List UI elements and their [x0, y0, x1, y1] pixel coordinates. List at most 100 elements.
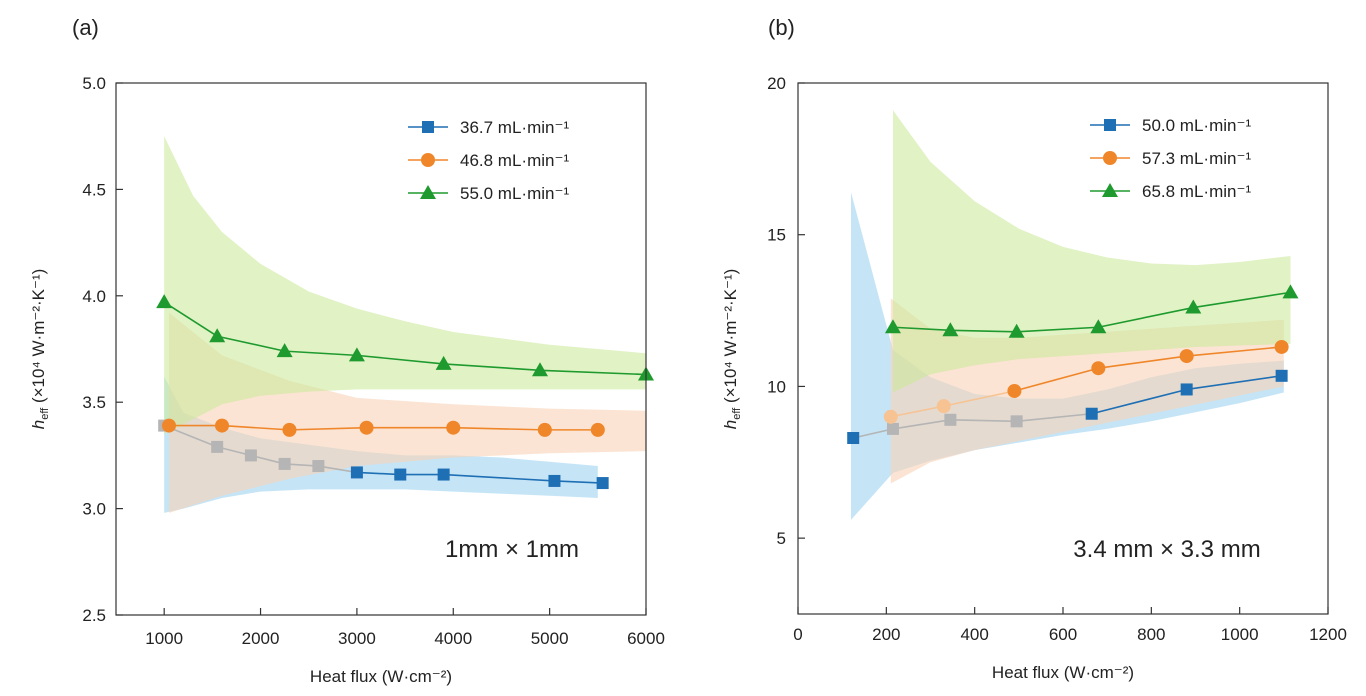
panel-b-series-1-point-2 — [886, 422, 899, 435]
panel-a-series-2-point-1 — [162, 418, 176, 433]
panel-b-y-axis-label-main: h — [721, 420, 740, 429]
panel-a-legend: 36.7 mL·min⁻¹ 46.8 mL·min⁻¹ 55.0 mL·min⁻¹ — [408, 118, 569, 203]
panel-b-markers — [847, 284, 1299, 445]
panel-b-series-3-line-segment — [1016, 326, 1099, 333]
panel-b-series-3-point-4 — [1090, 319, 1107, 334]
panel-b-x-tick-label: 800 — [1137, 625, 1165, 644]
panel-b-x-tick-label: 400 — [960, 625, 988, 644]
panel-a-series-1-point-6 — [350, 466, 363, 479]
panel-a-legend-marker-2 — [421, 153, 435, 167]
panel-b-x-tick-label: 0 — [793, 625, 802, 644]
panel-a-series-3-point-2 — [209, 328, 226, 343]
panel-a-legend-label-1: 36.7 mL·min⁻¹ — [460, 118, 569, 137]
panel-a-series-2-point-2 — [215, 418, 229, 433]
panel-b-y-axis-label-sub: eff — [731, 407, 743, 420]
panel-a-series-1-line-segment — [318, 465, 358, 474]
panel-b-x-tick-label: 1000 — [1221, 625, 1259, 644]
panel-b-series-3-point-3 — [1008, 323, 1025, 338]
panel-a-x-ticks: 1000 2000 3000 4000 5000 6000 — [145, 608, 665, 648]
panel-a-series-2-line-segment — [289, 426, 367, 431]
panel-b-series-3-point-5 — [1185, 299, 1202, 314]
panel-a-series-1-point-4 — [278, 457, 291, 470]
panel-a-x-tick-label: 1000 — [145, 629, 183, 648]
panel-a-series-3-point-5 — [435, 355, 452, 370]
panel-a-y-tick-label: 3.5 — [82, 393, 106, 412]
panel-a-series-3-line-segment — [163, 301, 218, 337]
panel-a-annotation: 1mm × 1mm — [445, 536, 579, 563]
panel-a-x-tick-label: 3000 — [338, 629, 376, 648]
panel-b-series-1-line-segment — [1091, 388, 1187, 415]
panel-b-series-3-line-segment — [1193, 291, 1291, 309]
panel-a-y-axis-label: heff (×10⁴ W·m⁻²·K⁻¹) — [29, 269, 51, 430]
panel-b-series-3-line-segment — [892, 326, 951, 332]
panel-a-plot-frame — [115, 82, 647, 616]
panel-b-y-tick-label: 10 — [767, 377, 786, 396]
panel-a-x-tick-label: 4000 — [434, 629, 472, 648]
panel-b-lines — [853, 291, 1291, 439]
panel-a-y-ticks: 2.5 3.0 3.5 4.0 4.5 5.0 — [82, 74, 123, 625]
panel-b-series-3-uncertainty-band — [893, 110, 1291, 393]
panel-a-legend-marker-1 — [422, 121, 434, 133]
panel-b-series-2-line-segment — [1186, 346, 1282, 357]
panel-a-bands — [164, 136, 646, 513]
panel-a-legend-label-2: 46.8 mL·min⁻¹ — [460, 151, 569, 170]
panel-b-x-tick-label: 600 — [1049, 625, 1077, 644]
panel-a-label: (a) — [72, 15, 99, 40]
panel-a: (a) 1000 2000 3000 4000 5000 6000 2.5 3.0 3.5 4.… — [29, 15, 665, 686]
panel-a-series-2-point-3 — [282, 422, 297, 437]
panel-b-series-3-line-segment — [1098, 306, 1194, 329]
panel-a-series-3-line-segment — [356, 354, 444, 365]
panel-a-series-3-point-6 — [532, 362, 548, 377]
panel-a-x-tick-label: 6000 — [627, 629, 665, 648]
panel-b: (b) 0 200 400 600 800 1000 1200 5 10 15 20 Heat f… — [721, 15, 1347, 682]
panel-a-series-3-uncertainty-band — [164, 136, 646, 435]
panel-a-markers — [156, 294, 654, 490]
panel-a-series-2-point-6 — [537, 422, 552, 437]
panel-a-y-axis-label-unit: (×10⁴ W·m⁻²·K⁻¹) — [29, 269, 48, 408]
panel-b-y-tick-label: 5 — [777, 529, 786, 548]
panel-b-series-2-line-segment — [1098, 355, 1187, 370]
panel-a-series-2-point-5 — [446, 420, 461, 435]
panel-a-series-1-point-3 — [244, 449, 257, 462]
panel-a-series-1-point-10 — [596, 477, 609, 490]
panel-b-series-1-line-segment — [1016, 412, 1092, 423]
panel-a-series-1-point-7 — [394, 468, 407, 481]
panel-b-legend: 50.0 mL·min⁻¹ 57.3 mL·min⁻¹ 65.8 mL·min⁻¹ — [1090, 116, 1251, 201]
panel-b-legend-marker-2 — [1103, 151, 1117, 165]
panel-b-series-1-line-segment — [853, 428, 894, 439]
panel-a-series-1-point-2 — [211, 440, 224, 453]
panel-a-series-3-point-1 — [156, 294, 173, 309]
panel-a-y-tick-label: 3.0 — [82, 500, 106, 519]
panel-b-y-ticks: 5 10 15 20 — [767, 74, 805, 548]
panel-b-legend-label-2: 57.3 mL·min⁻¹ — [1142, 149, 1251, 168]
panel-a-series-1-line-segment — [443, 473, 555, 482]
panel-b-series-1-point-7 — [1275, 369, 1288, 382]
panel-a-series-3-line-segment — [284, 350, 357, 357]
panel-b-series-1-point-3 — [944, 413, 957, 426]
panel-a-series-1-point-8 — [437, 468, 450, 481]
panel-b-legend-marker-1 — [1104, 119, 1116, 131]
panel-a-y-tick-label: 4.0 — [82, 287, 106, 306]
panel-b-x-axis-label: Heat flux (W·cm⁻²) — [992, 663, 1134, 682]
panel-b-x-ticks: 0 200 400 600 800 1000 1200 — [793, 607, 1347, 644]
panel-b-series-2-line-segment — [890, 405, 944, 418]
panel-b-series-2-point-5 — [1179, 349, 1194, 364]
panel-b-legend-label-3: 65.8 mL·min⁻¹ — [1142, 182, 1251, 201]
panel-b-x-tick-label: 1200 — [1309, 625, 1347, 644]
panel-a-y-axis-label-main: h — [29, 420, 48, 429]
panel-a-series-1-line-segment — [554, 480, 603, 484]
panel-b-legend-label-1: 50.0 mL·min⁻¹ — [1142, 116, 1251, 135]
panel-a-series-1-point-5 — [312, 460, 325, 473]
panel-a-series-3-line-segment — [217, 335, 285, 352]
panel-b-series-2-line-segment — [1014, 367, 1099, 392]
panel-b-series-1-line-segment — [892, 419, 951, 430]
panel-b-series-2-point-3 — [1007, 383, 1022, 398]
panel-a-series-2-line-segment — [453, 426, 545, 431]
panel-b-series-3-line-segment — [950, 329, 1017, 333]
panel-b-y-tick-label: 15 — [767, 226, 786, 245]
panel-a-series-3-point-4 — [348, 347, 365, 362]
panel-b-series-1-point-6 — [1180, 383, 1193, 396]
panel-a-legend-label-3: 55.0 mL·min⁻¹ — [460, 184, 569, 203]
panel-b-y-axis-label: heff (×10⁴ W·m⁻²·K⁻¹) — [721, 269, 743, 430]
